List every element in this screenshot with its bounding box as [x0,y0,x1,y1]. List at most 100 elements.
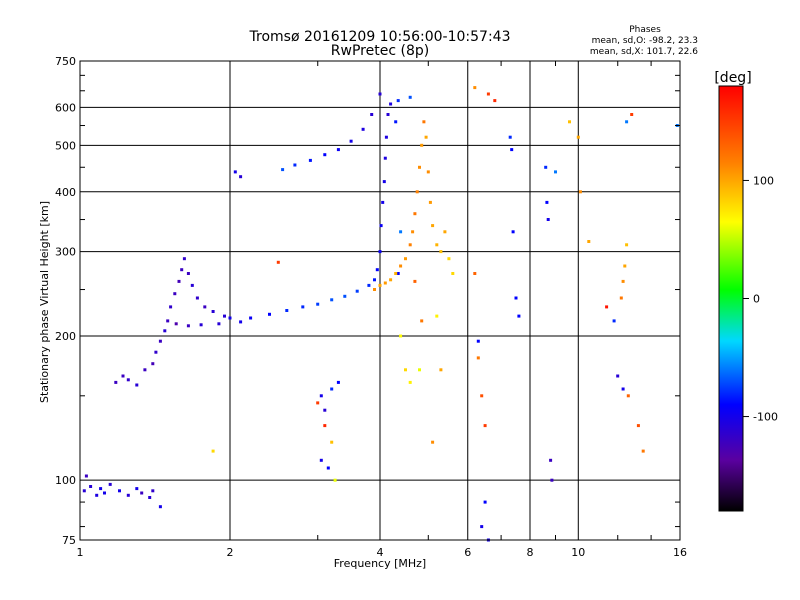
y-tick-label: 300 [55,246,76,259]
o-mode-point [381,200,385,204]
o-mode-point [169,305,173,309]
x-tick-label: 1 [77,546,84,559]
o-mode-point [158,339,162,343]
o-mode-point [612,319,616,323]
o-mode-point [233,170,237,174]
x-mode-point [404,368,407,372]
o-mode-point [126,378,130,382]
x-mode-point [413,279,417,283]
o-mode-point [223,314,226,318]
o-mode-point [126,493,130,497]
o-mode-point [361,127,365,131]
o-mode-point [182,257,186,261]
o-mode-point [549,458,553,462]
o-mode-point [323,153,327,157]
o-mode-point [140,491,144,495]
o-mode-point [84,474,88,478]
y-tick-label: 200 [55,330,76,343]
o-mode-point [319,458,323,462]
x-mode-point [422,120,426,124]
o-mode-point [554,170,557,174]
x-mode-point [439,368,443,372]
data-points [82,86,679,542]
o-mode-point [326,466,330,470]
y-tick-label: 400 [55,186,76,199]
y-axis-ticks: 75 100 200 300 400 500 600 750 [55,55,680,547]
o-mode-point [173,292,177,296]
x-tick-label: 4 [377,546,384,559]
x-mode-point [451,272,455,275]
o-mode-point [186,324,190,328]
o-mode-point [323,408,327,412]
o-mode-point [480,525,484,529]
x-tick-label: 16 [673,546,687,559]
o-mode-point [378,250,382,254]
o-mode-point [190,283,194,287]
o-mode-point [316,302,320,306]
o-mode-point [517,314,521,318]
o-mode-point [616,374,620,378]
x-axis-ticks: 1 2 4 6 8 10 16 [77,61,687,559]
x-axis-label: Frequency [MHz] [334,557,426,570]
o-mode-point [143,368,147,372]
o-mode-point [95,493,99,497]
x-mode-point [473,272,477,275]
o-mode-point [373,278,376,282]
o-mode-point [336,380,340,384]
o-mode-point [510,148,514,152]
o-mode-point [476,339,480,343]
x-mode-point [435,314,439,318]
x-mode-point [378,283,382,287]
y-tick-label: 500 [55,139,76,152]
phase-info-o: mean, sd,O: -98.2, 23.3 [592,36,698,46]
x-mode-point [424,135,428,139]
o-mode-point [384,135,388,139]
o-mode-point [195,296,199,300]
o-mode-point [148,496,152,499]
o-mode-point [336,148,340,152]
x-mode-point [404,257,407,261]
o-mode-point [308,158,312,162]
o-mode-point [389,102,393,106]
colorbar-ticks: 100 0 -100 [743,174,778,424]
o-mode-point [121,374,125,378]
x-mode-point [636,424,640,428]
x-mode-point [439,250,443,254]
o-mode-point [239,320,243,324]
x-mode-point [623,264,627,268]
x-mode-point [621,279,625,283]
x-mode-point [486,92,490,96]
x-mode-point [383,281,387,285]
x-mode-point [435,243,439,247]
o-mode-point [174,322,178,326]
o-mode-point [211,310,215,313]
o-mode-point [154,350,158,354]
o-mode-point [186,272,190,275]
x-mode-point [415,190,419,194]
o-mode-point [281,168,285,172]
x-mode-point [576,135,580,139]
o-mode-point [349,139,353,143]
o-mode-point [394,120,398,124]
x-mode-point [619,296,623,300]
o-mode-point [118,489,121,493]
o-mode-point [508,135,512,139]
o-mode-point [82,489,86,493]
colorbar-label: [deg] [714,70,751,86]
x-mode-point [399,334,403,338]
phase-info-title: Phases [629,25,661,35]
x-mode-point [493,99,497,103]
x-mode-point [211,449,215,453]
x-mode-point [316,401,320,405]
y-axis-label: Stationary phase Virtual Height [km] [38,201,51,403]
x-tick-label: 2 [227,546,234,559]
o-mode-point [293,163,297,167]
o-mode-point [514,296,518,300]
o-mode-point [89,485,93,488]
x-mode-point [587,240,591,243]
o-mode-point [383,156,387,160]
colorbar-tick-label: -100 [753,411,778,424]
o-mode-point [378,92,382,96]
x-mode-point [413,212,417,216]
